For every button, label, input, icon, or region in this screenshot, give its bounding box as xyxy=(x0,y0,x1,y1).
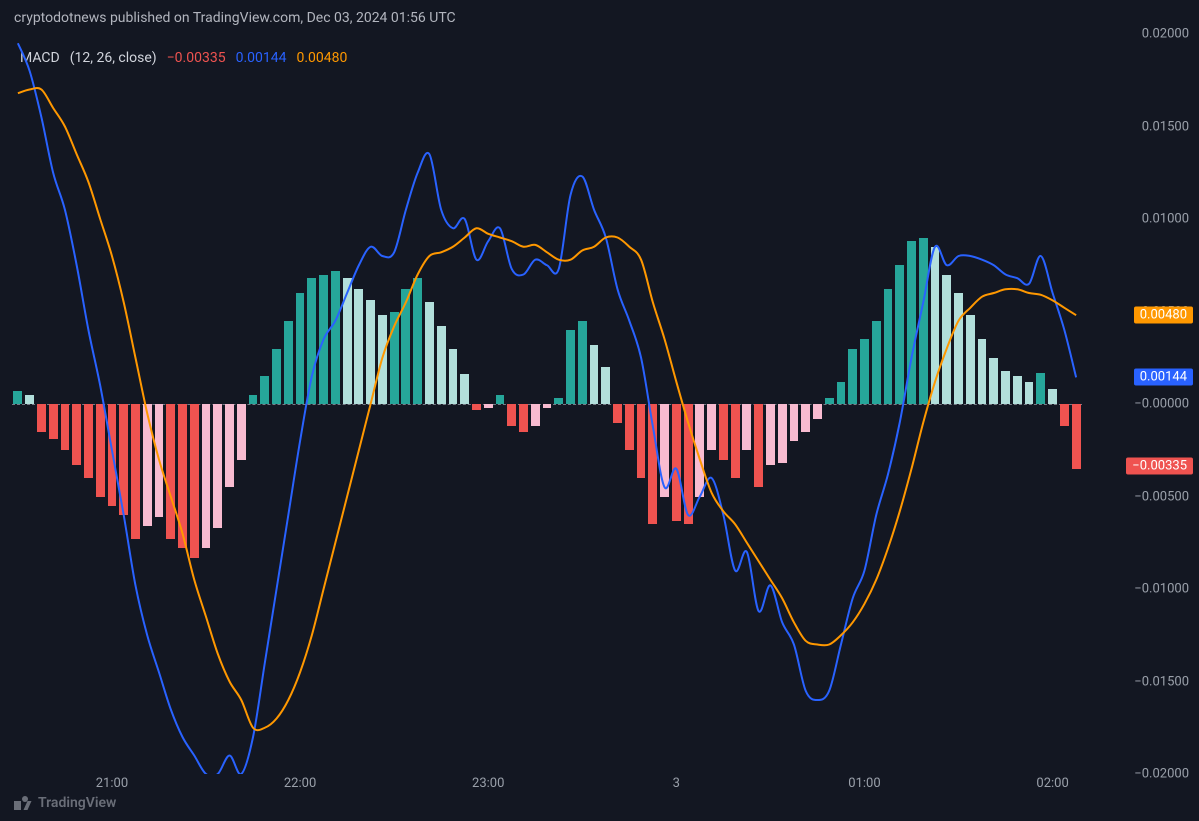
plot-area[interactable] xyxy=(12,34,1082,774)
y-tick-label: −0.01000 xyxy=(1134,582,1189,597)
line-overlay xyxy=(12,34,1082,774)
y-value-badge: 0.00144 xyxy=(1134,369,1193,386)
x-tick-label: 23:00 xyxy=(472,776,504,791)
y-tick-label: −0.00000 xyxy=(1134,397,1189,412)
y-tick-label: 0.01500 xyxy=(1142,119,1189,134)
y-tick-label: −0.02000 xyxy=(1134,767,1189,782)
watermark: TradingView xyxy=(14,795,116,811)
x-tick-label: 3 xyxy=(673,776,680,791)
y-value-badge: −0.00335 xyxy=(1126,457,1193,474)
macd-line xyxy=(18,43,1076,774)
tradingview-icon xyxy=(14,796,32,810)
x-axis: 21:00 22:00 23:00 3 01:00 02:00 xyxy=(12,776,1082,796)
x-tick-label: 01:00 xyxy=(848,776,880,791)
y-axis: 0.020000.015000.010000.00500−0.00000−0.0… xyxy=(1099,34,1199,774)
y-tick-label: −0.01500 xyxy=(1134,674,1189,689)
watermark-text: TradingView xyxy=(38,795,116,811)
x-tick-label: 21:00 xyxy=(96,776,128,791)
y-tick-label: 0.01000 xyxy=(1142,212,1189,227)
y-value-badge: 0.00480 xyxy=(1134,307,1193,324)
x-tick-label: 02:00 xyxy=(1036,776,1068,791)
signal-line xyxy=(18,88,1076,730)
y-tick-label: −0.00500 xyxy=(1134,489,1189,504)
y-tick-label: 0.02000 xyxy=(1142,27,1189,42)
plot-inner xyxy=(12,34,1082,774)
x-tick-label: 22:00 xyxy=(284,776,316,791)
publish-title: cryptodotnews published on TradingView.c… xyxy=(14,10,456,26)
chart-container: cryptodotnews published on TradingView.c… xyxy=(0,0,1199,821)
